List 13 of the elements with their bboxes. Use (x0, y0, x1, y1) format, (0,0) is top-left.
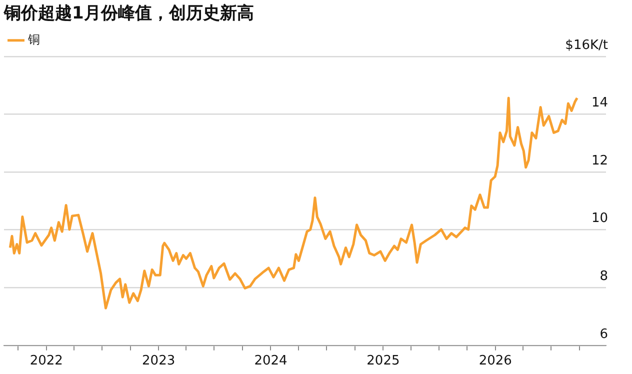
y-tick-label: 8 (600, 268, 608, 284)
x-tick-label: 2023 (142, 354, 176, 369)
y-tick-label: 12 (591, 153, 608, 168)
legend-label: 铜 (27, 32, 40, 47)
chart-title: 铜价超越1月份峰值，创历史新高 (3, 4, 254, 24)
y-tick-label: 14 (591, 96, 608, 111)
x-tick-label: 2026 (478, 354, 512, 369)
y-tick-label: $16K/t (565, 38, 608, 53)
y-tick-label: 10 (591, 211, 608, 226)
x-tick-label: 2025 (366, 354, 400, 369)
y-tick-label: 6 (600, 326, 608, 342)
x-tick-label: 2022 (30, 354, 63, 369)
x-tick-label: 2024 (254, 354, 288, 369)
